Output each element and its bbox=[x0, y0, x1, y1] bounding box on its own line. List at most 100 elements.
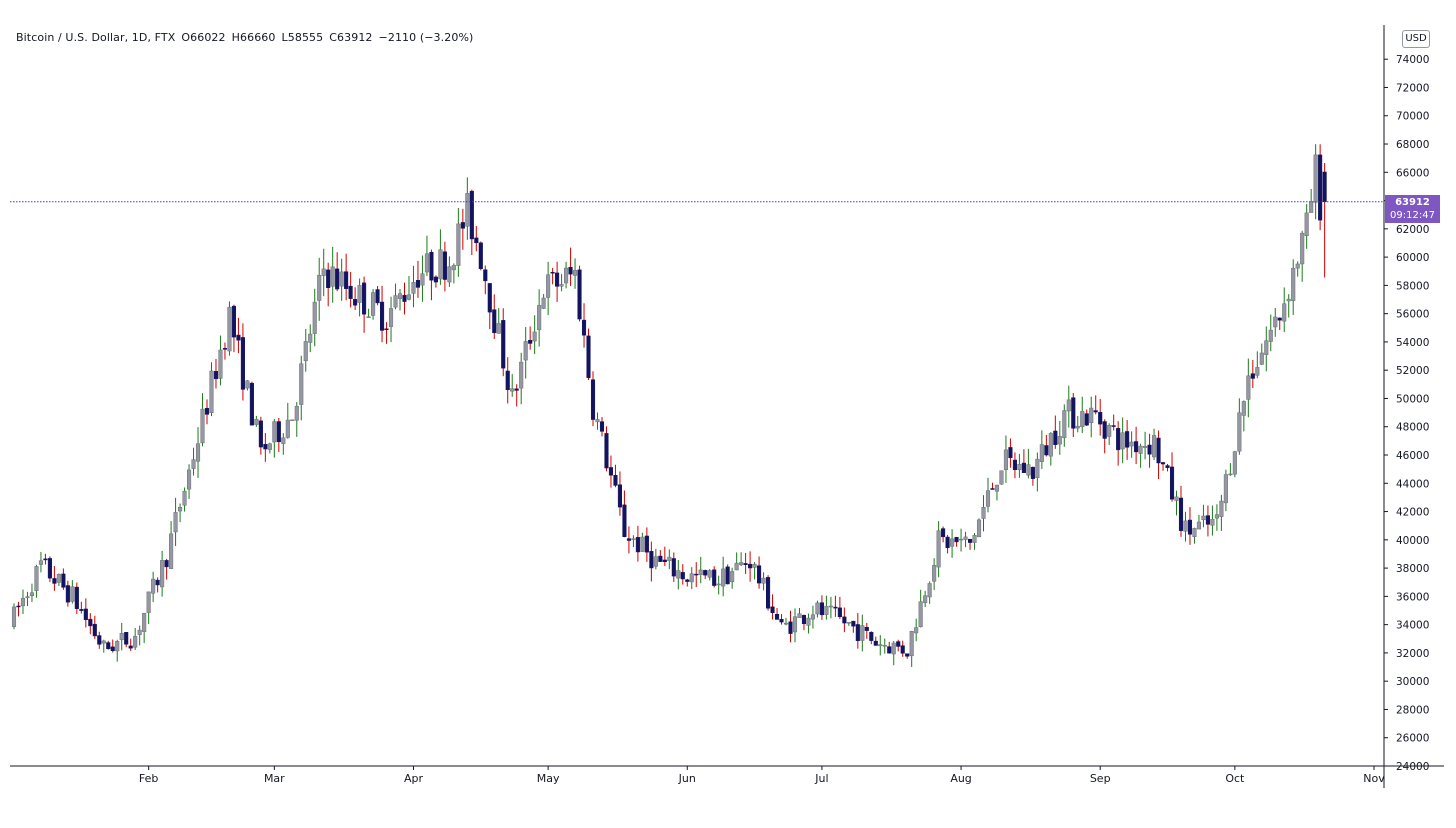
candle-body bbox=[133, 635, 138, 648]
y-tick-label: 66000 bbox=[1396, 167, 1429, 179]
y-tick-label: 38000 bbox=[1396, 563, 1429, 575]
candle-body bbox=[842, 616, 847, 624]
candle-body bbox=[74, 586, 79, 609]
candle-body bbox=[667, 556, 672, 561]
candle-body bbox=[128, 645, 133, 649]
candle-body bbox=[1062, 410, 1067, 439]
candle-body bbox=[335, 268, 340, 290]
candle-body bbox=[909, 631, 914, 657]
candle-body bbox=[160, 560, 165, 588]
candle-body bbox=[1021, 462, 1026, 473]
candle-body bbox=[1111, 425, 1116, 427]
candle-body bbox=[142, 612, 147, 632]
candle-body bbox=[1120, 432, 1125, 450]
candle-body bbox=[474, 237, 479, 244]
candle-body bbox=[1134, 441, 1139, 453]
candle-body bbox=[1012, 459, 1017, 471]
candle-body bbox=[213, 371, 219, 380]
candle-body bbox=[267, 443, 272, 450]
axes: 24000 26000 28000 30000 32000 34000 36000 38000… bbox=[10, 25, 1444, 788]
candle-body bbox=[797, 613, 802, 618]
candle-body bbox=[963, 536, 968, 540]
candle-body bbox=[339, 271, 344, 287]
candle-body bbox=[38, 560, 43, 565]
candle-body bbox=[47, 558, 52, 579]
currency-button[interactable]: USD bbox=[1402, 30, 1430, 48]
candle-body bbox=[1152, 435, 1157, 458]
candle-body bbox=[209, 370, 214, 413]
candle-body bbox=[1084, 413, 1089, 426]
candle-body bbox=[640, 536, 645, 552]
candle-body bbox=[483, 269, 488, 282]
candle-body bbox=[1295, 263, 1300, 269]
candle-body bbox=[362, 282, 367, 315]
candle-body bbox=[1080, 411, 1085, 428]
candle-body bbox=[218, 349, 223, 379]
candle-body bbox=[312, 301, 317, 334]
candle-body bbox=[824, 605, 829, 615]
last-price-tag: 63912 09:12:47 bbox=[1385, 194, 1440, 223]
candle-body bbox=[981, 507, 986, 519]
x-tick-label: May bbox=[537, 772, 560, 785]
candle-body bbox=[739, 562, 744, 566]
candle-body bbox=[1066, 399, 1071, 412]
candle-body bbox=[721, 568, 726, 587]
legend-close: C63912 bbox=[329, 31, 373, 44]
candle-body bbox=[770, 606, 775, 613]
candle-body bbox=[1053, 430, 1058, 445]
candle-body bbox=[590, 379, 596, 420]
candle-body bbox=[783, 622, 789, 625]
y-tick-label: 74000 bbox=[1396, 54, 1429, 66]
candle-body bbox=[649, 551, 654, 569]
x-tick-label: Oct bbox=[1225, 772, 1245, 785]
candle-body bbox=[1093, 410, 1098, 413]
candle-body bbox=[1071, 397, 1076, 429]
candle-body bbox=[954, 536, 959, 543]
candle-body bbox=[137, 629, 142, 635]
candle-body bbox=[581, 319, 587, 336]
y-tick-label: 34000 bbox=[1396, 620, 1429, 632]
candle-body bbox=[330, 266, 335, 287]
candle-body bbox=[1255, 367, 1260, 376]
candle-body bbox=[617, 484, 622, 508]
candle-body bbox=[860, 625, 865, 641]
candle-body bbox=[918, 601, 923, 628]
candle-body bbox=[204, 407, 210, 415]
candle-body bbox=[806, 617, 811, 626]
candle-body bbox=[528, 339, 533, 344]
candle-body bbox=[878, 644, 883, 647]
candle-body bbox=[397, 293, 403, 299]
candle-body bbox=[61, 573, 66, 588]
candle-body bbox=[276, 421, 281, 443]
y-tick-label: 24000 bbox=[1396, 761, 1429, 773]
candle-body bbox=[173, 512, 178, 533]
candle-body bbox=[124, 632, 129, 645]
candle-body bbox=[541, 297, 546, 309]
candle-body bbox=[869, 631, 874, 641]
y-tick-label: 58000 bbox=[1396, 280, 1429, 292]
candle-body bbox=[833, 606, 838, 609]
candle-body bbox=[599, 421, 605, 432]
candle-body bbox=[249, 382, 254, 426]
candle-body bbox=[415, 279, 421, 288]
legend-open: O66022 bbox=[181, 31, 226, 44]
candle-body bbox=[344, 271, 349, 289]
candle-body bbox=[774, 613, 780, 620]
candle-body bbox=[186, 469, 192, 490]
candle-body bbox=[635, 537, 640, 553]
candle-body bbox=[1017, 464, 1022, 470]
candle-body bbox=[1075, 425, 1080, 429]
candle-body bbox=[326, 269, 331, 289]
candle-body bbox=[927, 583, 932, 598]
candle-body bbox=[388, 308, 394, 327]
x-tick-label: Jun bbox=[678, 772, 696, 785]
candle-body bbox=[891, 642, 896, 655]
candle-body bbox=[1313, 154, 1318, 203]
candle-body bbox=[707, 570, 712, 578]
candle-body bbox=[303, 341, 308, 362]
legend-change: −2110 (−3.20%) bbox=[378, 31, 474, 44]
candle-body bbox=[1169, 466, 1175, 500]
candle-body bbox=[88, 618, 93, 627]
